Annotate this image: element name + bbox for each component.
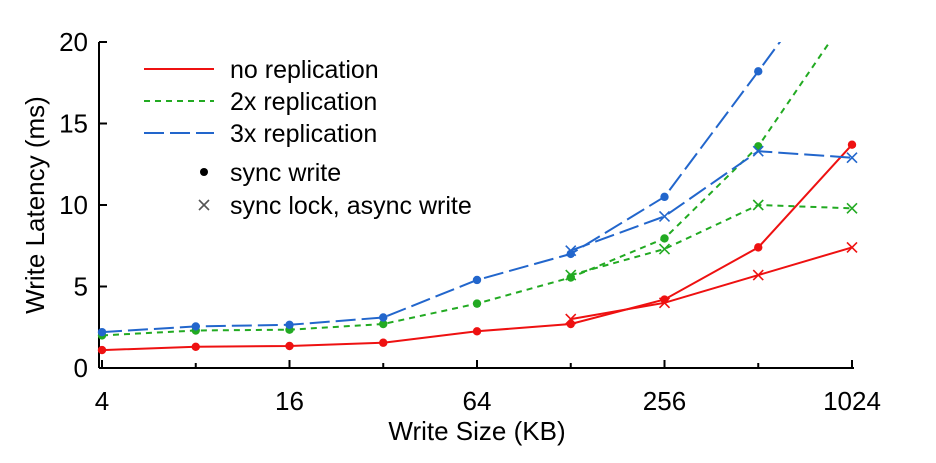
data-point-dot [191,342,200,352]
series-line [101,42,831,337]
data-point-dot [379,319,388,329]
legend-label-no-replication: no replication [230,56,379,84]
series-line [570,203,853,277]
data-point-dot [566,273,575,282]
data-point-dot [97,345,107,355]
data-point-x [752,269,764,281]
data-point-x [846,241,858,253]
data-point-dot [379,313,388,322]
x-tick-label: 256 [643,386,686,416]
legend-marker-sync-write [200,168,208,176]
data-point-dot [754,243,763,252]
series-line [570,150,853,252]
data-point-dot [285,320,294,330]
series-layer [101,42,853,352]
y-tick-label: 10 [59,190,88,220]
legend-label-sync-lock-async-write: sync lock, async write [230,192,472,220]
data-point-dot [472,275,482,285]
data-point-x [658,297,671,309]
data-point-x [752,145,764,157]
series-line [101,144,853,352]
legend-marker-sync-lock [198,199,210,211]
data-point-x [846,152,858,164]
series-line [570,246,853,321]
data-point-dot [660,192,669,202]
x-tick-label: 1024 [823,386,881,416]
y-tick-label: 15 [59,109,88,139]
x-axis-label: Write Size (KB) [388,416,565,446]
data-point-x [752,199,764,211]
x-tick-label: 64 [463,386,492,416]
data-point-x [658,210,671,222]
legend-label-2x-replication: 2x replication [230,88,377,116]
data-point-x [565,269,577,281]
data-point-dot [754,67,763,76]
data-point-dot [191,322,200,331]
data-point-dot [379,338,388,347]
data-point-x [846,202,858,214]
x-ticks: 4 16 64 256 1024 [95,360,881,416]
data-point-dot [472,327,482,336]
data-point-dot [660,234,669,243]
x-tick-label: 4 [95,386,109,416]
legend-label-sync-write: sync write [230,159,341,187]
data-point-dot [472,299,482,308]
y-ticks: 0 5 10 15 20 [59,27,107,383]
data-point-x [658,243,671,255]
marker-layer [97,67,858,355]
data-point-dot [285,341,294,351]
y-tick-label: 0 [74,353,88,383]
legend: no replication 2x replication 3x replica… [144,56,472,220]
legend-label-3x-replication: 3x replication [230,120,377,148]
x-tick-label: 16 [275,386,304,416]
y-axis-label: Write Latency (ms) [20,96,50,314]
data-point-dot [97,327,107,337]
data-point-dot [847,140,857,149]
data-point-x [565,313,577,325]
data-point-x [565,245,577,257]
y-tick-label: 20 [59,27,88,57]
y-tick-label: 5 [74,272,88,302]
